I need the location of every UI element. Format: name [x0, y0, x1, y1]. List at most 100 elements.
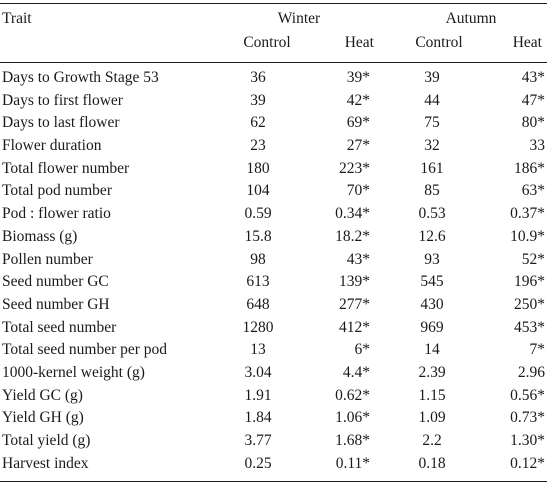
table-row: Pollen number 98 43* 93 52* — [0, 251, 547, 274]
autumn-heat-cell: 43* — [521, 69, 545, 86]
table-body: Days to Growth Stage 53 36 39* 39 43* Days to… — [0, 69, 547, 477]
table-row: Days to first flower 39 42* 44 47* — [0, 92, 547, 115]
autumn-heat-cell: 33 — [529, 137, 546, 155]
winter-control-cell: 648 — [246, 295, 270, 313]
autumn-control-cell: 0.18 — [418, 454, 446, 472]
trait-cell: Total seed number per pod — [2, 341, 168, 359]
trait-cell: Flower duration — [2, 137, 102, 155]
winter-heat-cell: 43* — [346, 250, 370, 268]
top-rule — [0, 3, 547, 4]
trait-cell: Total flower number — [2, 159, 130, 177]
winter-control-cell: 39 — [250, 91, 266, 109]
trait-cell: Seed number GC — [2, 273, 109, 291]
winter-heat-cell: 277* — [339, 295, 370, 313]
table-row: Total seed number 1280 412* 969 453* — [0, 319, 547, 342]
trait-cell: Yield GC (g) — [2, 386, 83, 404]
autumn-control-cell: 545 — [420, 273, 444, 291]
autumn-heat-cell: 7* — [529, 341, 546, 359]
winter-control-cell: 180 — [246, 159, 270, 177]
autumn-control-cell: 969 — [420, 318, 444, 336]
trait-cell: Harvest index — [2, 454, 89, 472]
trait-cell: Total yield (g) — [2, 432, 91, 449]
winter-control-cell: 15.8 — [244, 227, 272, 245]
table-row: Seed number GH 648 277* 430 250* — [0, 296, 547, 319]
autumn-heat-cell: 63* — [521, 182, 545, 200]
table-row: 1000-kernel weight (g) 3.04 4.4* 2.39 2.96 — [0, 364, 547, 387]
autumn-heat-cell: 47* — [521, 91, 545, 109]
autumn-control-cell: 75 — [424, 114, 440, 132]
autumn-heat-cell: 1.30* — [510, 432, 545, 449]
autumn-heat-cell: 2.96 — [517, 363, 545, 381]
winter-control-cell: 98 — [250, 250, 266, 268]
winter-heat-cell: 18.2* — [335, 227, 370, 245]
autumn-control-cell: 430 — [420, 295, 444, 313]
winter-heat-cell: 0.11* — [335, 454, 370, 472]
autumn-control-cell: 161 — [420, 159, 444, 177]
autumn-heat-cell: 0.12* — [510, 454, 545, 472]
winter-control-cell: 1.84 — [244, 409, 272, 427]
winter-control-cell: 3.04 — [244, 363, 272, 381]
header-autumn-heat: Heat — [512, 34, 542, 51]
trait-cell: Days to last flower — [2, 114, 120, 132]
table-row: Total pod number 104 70* 85 63* — [0, 182, 547, 205]
table-row: Total yield (g) 3.77 1.68* 2.2 1.30* — [0, 432, 547, 455]
table-row: Total seed number per pod 13 6* 14 7* — [0, 341, 547, 364]
winter-heat-cell: 223* — [339, 159, 370, 177]
table-row: Seed number GC 613 139* 545 196* — [0, 273, 547, 296]
trait-cell: Total pod number — [2, 182, 112, 200]
winter-heat-cell: 4.4* — [342, 363, 370, 381]
winter-heat-cell: 139* — [339, 273, 370, 291]
autumn-control-cell: 44 — [424, 91, 440, 109]
header-autumn: Autumn — [445, 10, 497, 27]
autumn-control-cell: 32 — [424, 137, 440, 155]
winter-control-cell: 3.77 — [244, 432, 272, 449]
table-row: Pod : flower ratio 0.59 0.34* 0.53 0.37* — [0, 205, 547, 228]
autumn-heat-cell: 0.56* — [510, 386, 545, 404]
header-winter: Winter — [277, 10, 321, 27]
bottom-rule — [0, 481, 547, 482]
autumn-control-cell: 93 — [424, 250, 440, 268]
winter-heat-cell: 0.62* — [335, 386, 370, 404]
winter-control-cell: 0.59 — [244, 205, 272, 223]
autumn-control-cell: 2.2 — [422, 432, 442, 449]
winter-heat-cell: 69* — [346, 114, 370, 132]
winter-heat-cell: 6* — [354, 341, 371, 359]
table-row: Days to Growth Stage 53 36 39* 39 43* — [0, 69, 547, 92]
table-row: Days to last flower 62 69* 75 80* — [0, 114, 547, 137]
autumn-heat-cell: 250* — [514, 295, 545, 313]
winter-heat-cell: 1.06* — [335, 409, 370, 427]
winter-control-cell: 0.25 — [244, 454, 272, 472]
autumn-control-cell: 39 — [424, 69, 440, 86]
trait-cell: 1000-kernel weight (g) — [2, 363, 145, 381]
table-row: Harvest index 0.25 0.11* 0.18 0.12* — [0, 455, 547, 478]
winter-control-cell: 1280 — [242, 318, 274, 336]
winter-control-cell: 23 — [250, 137, 266, 155]
winter-control-cell: 613 — [246, 273, 270, 291]
autumn-control-cell: 12.6 — [418, 227, 446, 245]
autumn-heat-cell: 0.37* — [510, 205, 545, 223]
autumn-heat-cell: 0.73* — [510, 409, 545, 427]
trait-cell: Days to first flower — [2, 91, 123, 109]
autumn-control-cell: 2.39 — [418, 363, 446, 381]
trait-cell: Pollen number — [2, 250, 93, 268]
autumn-control-cell: 14 — [424, 341, 440, 359]
trait-cell: Pod : flower ratio — [2, 205, 111, 223]
trait-cell: Total seed number — [2, 318, 117, 336]
header-trait: Trait — [2, 10, 32, 27]
table-row: Total flower number 180 223* 161 186* — [0, 160, 547, 183]
winter-heat-cell: 412* — [339, 318, 370, 336]
autumn-heat-cell: 453* — [514, 318, 545, 336]
header-winter-control: Control — [243, 34, 291, 51]
header-autumn-control: Control — [415, 34, 463, 51]
autumn-control-cell: 85 — [424, 182, 440, 200]
winter-control-cell: 1.91 — [244, 386, 272, 404]
header-winter-heat: Heat — [344, 34, 374, 51]
winter-control-cell: 104 — [246, 182, 270, 200]
winter-heat-cell: 0.34* — [335, 205, 370, 223]
table-row: Flower duration 23 27* 32 33 — [0, 137, 547, 160]
autumn-heat-cell: 10.9* — [510, 227, 545, 245]
winter-control-cell: 36 — [250, 69, 266, 86]
autumn-heat-cell: 80* — [521, 114, 545, 132]
trait-cell: Biomass (g) — [2, 227, 78, 245]
